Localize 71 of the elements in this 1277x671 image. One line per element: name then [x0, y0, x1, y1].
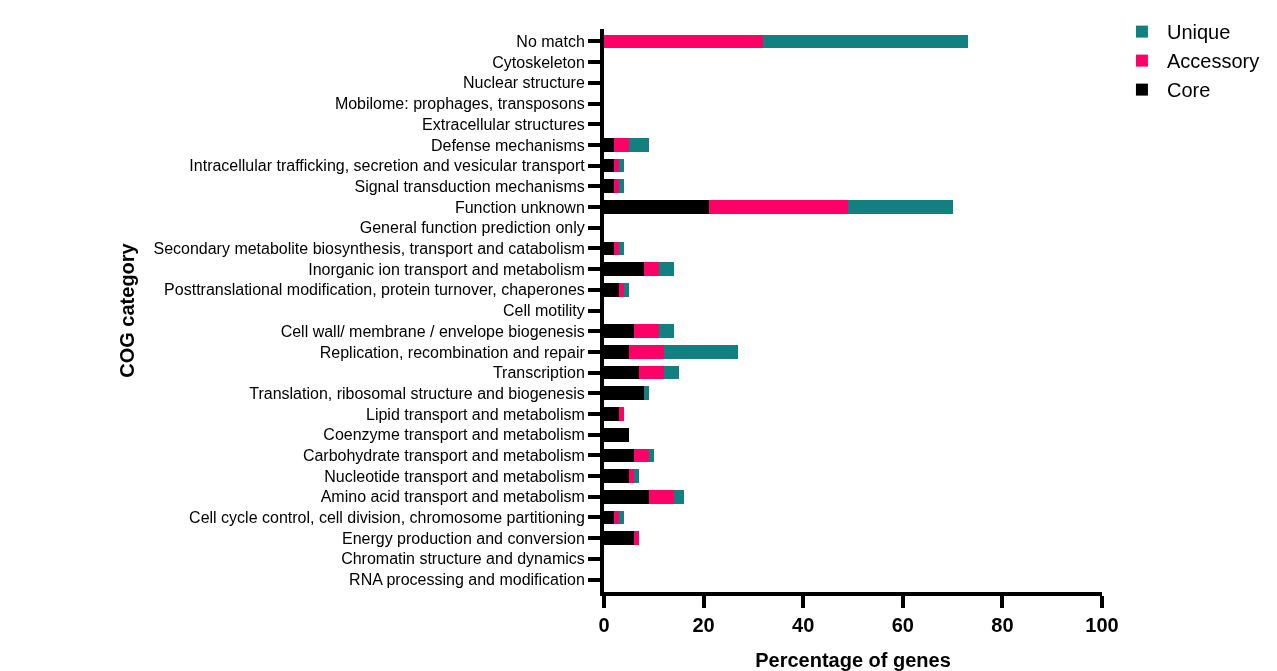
bar: [763, 34, 968, 49]
y-tick-label: General function prediction only: [359, 219, 585, 237]
y-tick-label: Cell wall/ membrane / envelope biogenesis: [280, 322, 585, 340]
bar: [613, 241, 619, 256]
bar: [613, 179, 619, 194]
bar: [633, 531, 639, 546]
bar: [633, 469, 639, 483]
bar: [648, 489, 674, 504]
y-tick-label: Chromatin structure and dynamics: [341, 550, 585, 568]
bar: [708, 200, 849, 214]
bar: [618, 179, 624, 194]
y-tick-label: Carbohydrate transport and metabolism: [302, 446, 585, 464]
bar: [623, 282, 629, 297]
bar: [633, 448, 649, 463]
y-tick-label: Cytoskeleton: [492, 53, 585, 71]
y-tick-label: Energy production and conversion: [341, 529, 585, 547]
bar: [643, 262, 659, 276]
bar: [658, 324, 674, 339]
y-tick-label: Signal transduction mechanisms: [354, 177, 585, 195]
bar: [618, 241, 624, 256]
y-tick-label: Translation, ribosomal structure and biogenesis: [249, 384, 585, 402]
y-tick-label: Coenzyme transport and metabolism: [323, 426, 585, 444]
legend-label: Unique: [1166, 21, 1231, 44]
y-tick-label: Defense mechanisms: [430, 136, 585, 154]
bar: [638, 365, 664, 380]
y-tick-label: Extracellular structures: [422, 115, 585, 133]
y-tick-label: Transcription: [492, 364, 585, 382]
bar: [618, 282, 624, 297]
x-tick-label: 100: [1085, 614, 1119, 636]
bar: [618, 407, 624, 421]
bar: [628, 345, 664, 359]
x-tick-label: 40: [792, 614, 815, 636]
x-tick-label: 20: [692, 614, 715, 636]
bar: [613, 510, 619, 525]
bar: [648, 448, 654, 463]
y-tick-label: Function unknown: [454, 198, 585, 216]
y-tick-label: Mobilome: prophages, transposons: [334, 95, 585, 113]
y-tick-label: Inorganic ion transport and metabolism: [308, 260, 585, 278]
bar: [663, 345, 739, 359]
x-tick-label: 60: [891, 614, 914, 636]
legend-label: Accessory: [1166, 50, 1260, 73]
bar: [618, 510, 624, 525]
y-tick-label: Amino acid transport and metabolism: [320, 488, 585, 506]
bar: [613, 138, 629, 152]
y-tick-label: Lipid transport and metabolism: [366, 405, 585, 423]
bar: [673, 489, 684, 504]
y-tick-label: Secondary metabolite biosynthesis, transport and catabolism: [153, 240, 585, 257]
y-tick-label: Cell cycle control, cell division, chromosome partitioning: [189, 509, 585, 527]
y-tick-label: Posttranslational modification, protein turnover, chaperones: [164, 281, 585, 299]
y-tick-label: Replication, recombination and repair: [319, 343, 586, 361]
y-tick-label: Intracellular trafficking, secretion and vesicular transport: [189, 157, 586, 175]
legend-label: Core: [1166, 79, 1211, 102]
bar: [618, 158, 624, 173]
bar: [643, 386, 649, 401]
bar: [663, 365, 679, 380]
y-axis-title: COG category: [116, 242, 139, 378]
bar: [658, 262, 674, 276]
bar: [613, 158, 619, 173]
x-axis-title: Percentage of genes: [755, 649, 951, 671]
bar: [604, 34, 764, 49]
bar: [848, 200, 953, 214]
y-tick-label: No match: [516, 33, 585, 51]
bar: [628, 138, 649, 152]
y-tick-label: RNA processing and modification: [349, 571, 585, 589]
x-tick-label: 0: [598, 614, 610, 636]
y-tick-label: Cell motility: [503, 302, 585, 320]
y-tick-label: Nucleotide transport and metabolism: [324, 467, 585, 485]
bar: [628, 469, 634, 483]
y-tick-label: Nuclear structure: [462, 74, 585, 92]
x-tick-label: 80: [991, 614, 1014, 636]
bar: [633, 324, 659, 339]
